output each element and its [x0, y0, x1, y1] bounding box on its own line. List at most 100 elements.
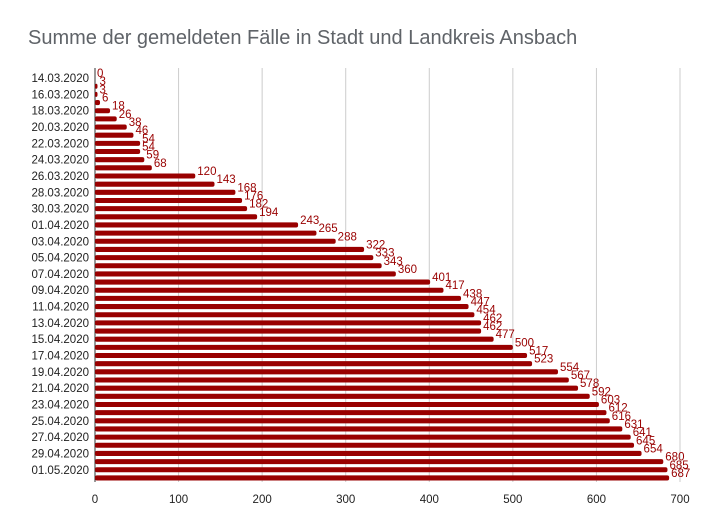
y-tick-label: 23.04.2020 [31, 399, 89, 411]
bar [95, 132, 134, 138]
x-tick-label: 500 [503, 494, 522, 506]
bar [95, 336, 494, 342]
y-tick-label: 24.03.2020 [31, 155, 89, 167]
data-labels: 0336182638465454596812014316817618219424… [97, 68, 690, 480]
bars [95, 83, 670, 481]
data-label: 38 [129, 117, 142, 129]
y-tick-label: 05.04.2020 [31, 253, 89, 265]
bar [95, 467, 668, 473]
x-tick-label: 0 [92, 494, 98, 506]
y-tick-label: 07.04.2020 [31, 269, 89, 281]
y-tick-label: 20.03.2020 [31, 122, 89, 134]
data-label: 18 [112, 101, 125, 113]
bar [95, 263, 382, 269]
bar [95, 173, 196, 179]
data-label: 243 [300, 215, 319, 227]
data-label: 182 [249, 199, 268, 211]
bar [95, 83, 98, 89]
bar [95, 91, 98, 97]
data-label: 438 [463, 288, 482, 300]
data-label: 612 [608, 403, 627, 415]
data-label: 417 [445, 280, 464, 292]
bar [95, 410, 607, 416]
data-label: 322 [366, 239, 385, 251]
bar [95, 271, 396, 277]
y-tick-label: 15.04.2020 [31, 334, 89, 346]
bar [95, 124, 127, 130]
y-tick-label: 27.04.2020 [31, 432, 89, 444]
bar [95, 181, 215, 187]
bar [95, 377, 569, 383]
data-label: 168 [237, 182, 256, 194]
bar [95, 418, 610, 424]
x-tick-label: 400 [420, 494, 439, 506]
x-tick-label: 600 [587, 494, 606, 506]
y-tick-label: 17.04.2020 [31, 351, 89, 363]
bar [95, 206, 248, 212]
x-tick-label: 300 [336, 494, 355, 506]
y-tick-label: 18.03.2020 [31, 106, 89, 118]
data-label: 54 [142, 142, 155, 154]
data-label: 265 [318, 223, 337, 235]
bar [95, 352, 528, 359]
x-axis-tick-labels: 0 100 200 300 400 500 600 700 [92, 494, 690, 506]
chart-title: Summe der gemeldeten Fälle in Stadt und … [28, 27, 578, 49]
y-tick-label: 28.03.2020 [31, 187, 89, 199]
data-label: 288 [338, 231, 357, 243]
data-label: 477 [496, 329, 515, 341]
bar [95, 295, 462, 301]
data-label: 176 [244, 190, 263, 202]
data-label: 500 [515, 337, 534, 349]
data-label: 454 [476, 305, 496, 317]
y-tick-label: 26.03.2020 [31, 171, 89, 183]
bar [95, 426, 623, 432]
data-label: 143 [217, 174, 236, 186]
data-label: 46 [135, 125, 148, 137]
bar [95, 442, 635, 448]
data-label: 603 [601, 394, 620, 406]
bar [95, 157, 145, 163]
bar [95, 328, 482, 334]
data-label: 680 [665, 452, 684, 464]
bar [95, 230, 317, 236]
x-tick-label: 200 [253, 494, 272, 506]
data-label: 0 [97, 68, 103, 80]
bar [95, 312, 475, 318]
y-tick-label: 22.03.2020 [31, 138, 89, 150]
bar [95, 214, 258, 220]
bar [95, 189, 236, 195]
bar [95, 246, 365, 252]
y-tick-label: 21.04.2020 [31, 383, 89, 395]
y-tick-label: 13.04.2020 [31, 318, 89, 330]
data-label: 3 [100, 84, 106, 96]
y-tick-label: 01.04.2020 [31, 220, 89, 232]
data-label: 401 [432, 272, 451, 284]
bar [95, 222, 299, 228]
data-label: 554 [560, 362, 580, 374]
bar [95, 401, 599, 408]
bar [95, 287, 444, 293]
data-label: 641 [633, 427, 652, 439]
y-tick-label: 11.04.2020 [32, 302, 89, 314]
y-tick-label: 16.03.2020 [31, 89, 89, 101]
y-tick-label: 09.04.2020 [31, 285, 89, 297]
bar [95, 475, 670, 481]
data-label: 68 [154, 158, 167, 170]
data-label: 687 [671, 468, 690, 480]
data-label: 654 [644, 443, 664, 455]
data-label: 3 [100, 76, 106, 88]
data-label: 343 [384, 256, 403, 268]
data-label: 645 [636, 435, 655, 447]
data-label: 447 [471, 297, 490, 309]
data-label: 567 [571, 370, 590, 382]
bar [95, 197, 243, 204]
data-label: 685 [669, 460, 688, 472]
bar [95, 369, 558, 375]
bar [95, 320, 482, 326]
data-label: 631 [624, 419, 643, 431]
x-tick-label: 700 [670, 494, 689, 506]
data-label: 616 [612, 411, 631, 423]
bar [95, 393, 590, 399]
bar [95, 165, 152, 171]
